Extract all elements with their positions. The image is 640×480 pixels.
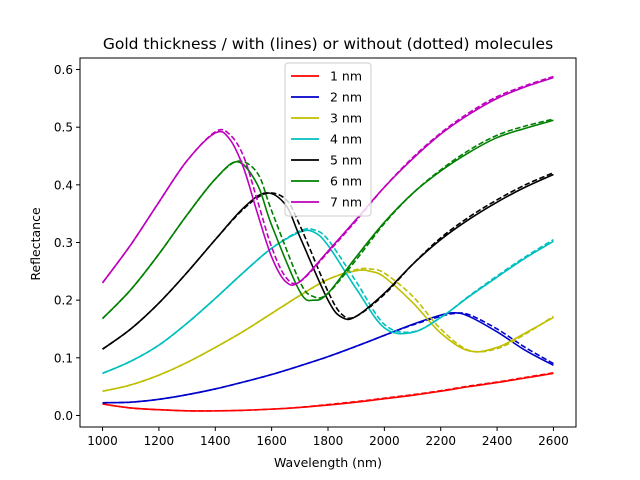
legend-label: 1 nm <box>330 69 362 84</box>
chart-title: Gold thickness / with (lines) or without… <box>103 35 553 53</box>
series-5-nm-solid-line <box>102 173 554 350</box>
x-tick-label: 1600 <box>256 434 287 448</box>
series-6-nm-dotted-line <box>101 118 554 320</box>
legend-label: 6 nm <box>330 174 362 189</box>
x-axis-ticks: 1000 1200 1400 1600 1800 2000 2200 2400 2600 <box>87 427 569 448</box>
legend-label: 3 nm <box>330 111 362 126</box>
legend: 1 nm 2 nm 3 nm 4 nm 5 nm 6 nm 7 nm <box>284 62 372 217</box>
x-tick-label: 2600 <box>538 434 569 448</box>
series-7-nm-solid-line <box>101 76 554 286</box>
y-axis-label: Reflectance <box>28 207 43 281</box>
legend-label: 4 nm <box>330 132 362 147</box>
y-tick-label: 0.3 <box>54 236 73 250</box>
x-tick-label: 2200 <box>425 434 456 448</box>
legend-label: 5 nm <box>330 153 362 168</box>
x-tick-label: 1400 <box>200 434 231 448</box>
legend-box <box>284 62 372 217</box>
legend-label: 7 nm <box>330 195 362 210</box>
series-3-nm-dotted-line <box>102 267 554 393</box>
x-tick-label: 1800 <box>313 434 344 448</box>
series-4-nm-solid-line <box>102 229 554 375</box>
y-tick-label: 0.6 <box>54 63 73 77</box>
series-2-nm-solid-line <box>102 312 554 404</box>
series-2-nm-dotted-line <box>102 312 554 404</box>
legend-label: 2 nm <box>330 90 362 105</box>
series-4-nm-dotted-line <box>102 227 554 375</box>
y-tick-label: 0.4 <box>54 178 73 192</box>
x-tick-label: 1000 <box>87 434 118 448</box>
series-3-nm-solid-line <box>102 269 554 393</box>
plot-area <box>101 75 554 412</box>
x-tick-label: 1200 <box>144 434 175 448</box>
x-axis-label: Wavelength (nm) <box>274 455 382 470</box>
series-6-nm-solid-line <box>101 119 554 320</box>
x-tick-label: 2400 <box>482 434 513 448</box>
y-tick-label: 0.2 <box>54 294 73 308</box>
series-1-nm-solid-line <box>102 372 554 412</box>
y-tick-label: 0.5 <box>54 121 73 135</box>
x-tick-label: 2000 <box>369 434 400 448</box>
y-tick-label: 0.1 <box>54 351 73 365</box>
y-tick-label: 0.0 <box>54 409 73 423</box>
y-axis-ticks: 0.0 0.1 0.2 0.3 0.4 0.5 0.6 <box>54 63 80 423</box>
